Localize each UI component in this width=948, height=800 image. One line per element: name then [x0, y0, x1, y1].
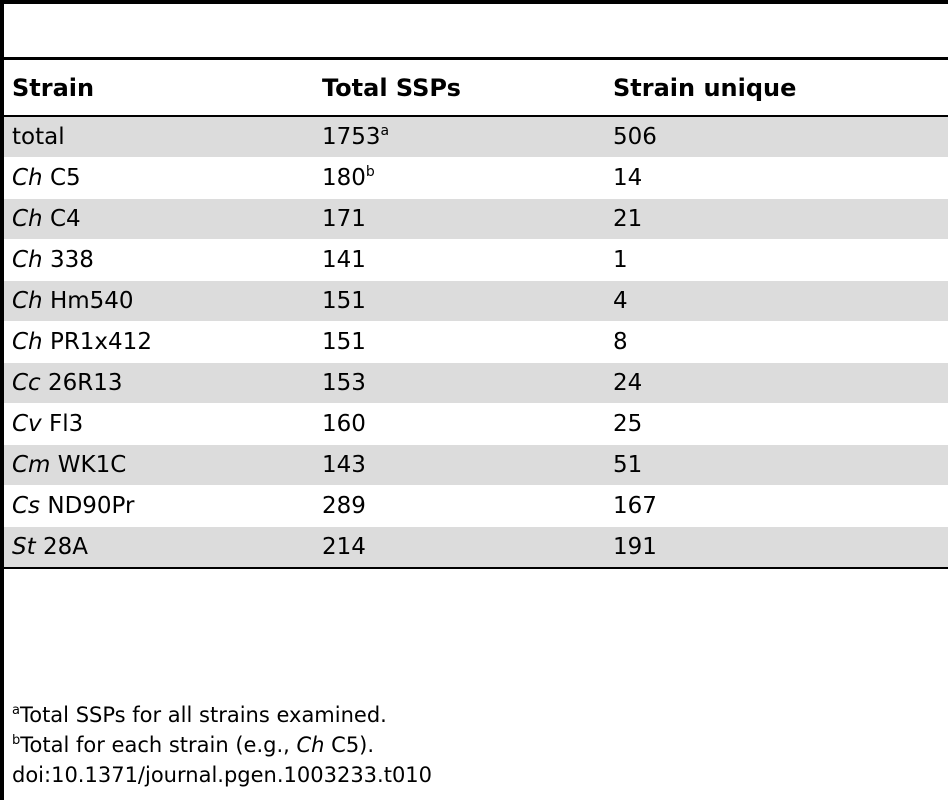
strain-name: 26R13 — [48, 370, 123, 396]
footnote-b: bTotal for each strain (e.g., Ch C5). — [12, 733, 375, 757]
cell-strain: St 28A — [4, 527, 314, 569]
strain-genus: Ch — [12, 329, 43, 355]
strain-genus: Cm — [12, 452, 51, 478]
strain-name: WK1C — [57, 452, 127, 478]
cell-strain-unique: 21 — [613, 206, 643, 232]
strain-genus: Ch — [12, 206, 43, 232]
cell-strain-unique: 14 — [613, 165, 643, 191]
total-value: 289 — [322, 493, 366, 519]
header-strain: Strain — [12, 73, 95, 102]
strain-name: Hm540 — [49, 288, 134, 314]
strain-genus: St — [12, 534, 36, 560]
table-row: Cs ND90Pr 289 167 — [4, 486, 948, 527]
total-value: 160 — [322, 411, 366, 437]
total-value: 171 — [322, 206, 366, 232]
cell-total-ssps: 151 — [314, 322, 605, 363]
cell-strain-unique: 1 — [613, 247, 628, 273]
strain-name: C5 — [49, 165, 81, 191]
cell-strain-unique: 24 — [613, 370, 643, 396]
cell-strain: Ch Hm540 — [4, 281, 314, 322]
cell-total-ssps: 1753a — [314, 116, 605, 158]
cell-strain: Cm WK1C — [4, 445, 314, 486]
total-value: 153 — [322, 370, 366, 396]
cell-strain-unique: 8 — [613, 329, 628, 355]
cell-total-ssps: 153 — [314, 363, 605, 404]
cell-strain-unique: 506 — [613, 124, 657, 150]
cell-strain: Cc 26R13 — [4, 363, 314, 404]
cell-total-ssps: 143 — [314, 445, 605, 486]
cell-strain: Cs ND90Pr — [4, 486, 314, 527]
table-row: Ch 338 141 1 — [4, 240, 948, 281]
footnotes: aTotal SSPs for all strains examined. bT… — [12, 700, 432, 790]
cell-strain-unique: 167 — [613, 493, 657, 519]
ssp-table: Strain Total SSPs Strain unique total 175… — [4, 60, 948, 569]
cell-total-ssps: 289 — [314, 486, 605, 527]
left-border-rule — [0, 0, 4, 800]
cell-strain-unique: 4 — [613, 288, 628, 314]
cell-total-ssps: 160 — [314, 404, 605, 445]
strain-genus: Cs — [12, 493, 41, 519]
cell-total-ssps: 180b — [314, 158, 605, 199]
table-top-rule — [0, 57, 948, 60]
cell-strain: Ch 338 — [4, 240, 314, 281]
cell-total-ssps: 171 — [314, 199, 605, 240]
footnote-marker: b — [365, 164, 375, 180]
cell-strain: total — [4, 116, 314, 158]
table-row: Ch C5 180b 14 — [4, 158, 948, 199]
cell-strain: Cv Fl3 — [4, 404, 314, 445]
table-row: Ch Hm540 151 4 — [4, 280, 948, 322]
footnote-a: aTotal SSPs for all strains examined. — [12, 703, 387, 727]
table-row: Ch PR1x412 151 8 — [4, 322, 948, 363]
header-row: Strain Total SSPs Strain unique — [4, 60, 948, 116]
total-value: 143 — [322, 452, 366, 478]
strain-name: 338 — [49, 247, 94, 273]
total-value: 151 — [322, 329, 366, 355]
cell-strain: Ch PR1x412 — [4, 322, 314, 363]
total-value: 141 — [322, 247, 366, 273]
cell-strain: Ch C4 — [4, 199, 314, 240]
strain-name: Fl3 — [48, 411, 84, 437]
total-value: 151 — [322, 288, 366, 314]
strain-name: ND90Pr — [47, 493, 135, 519]
cell-total-ssps: 214 — [314, 527, 605, 569]
table-row: Cv Fl3 160 25 — [4, 404, 948, 445]
cell-strain: Ch C5 — [4, 158, 314, 199]
footnote-marker: a — [380, 123, 390, 139]
strain-name: C4 — [49, 206, 81, 232]
total-value: 1753 — [322, 124, 381, 150]
cell-total-ssps: 141 — [314, 240, 605, 281]
top-border-rule — [0, 0, 948, 4]
doi-line: doi:10.1371/journal.pgen.1003233.t010 — [12, 763, 433, 787]
total-value: 180 — [322, 165, 366, 191]
header-strain-unique: Strain unique — [613, 73, 797, 102]
table-row: Cc 26R13 153 24 — [4, 362, 948, 404]
cell-total-ssps: 151 — [314, 281, 605, 322]
strain-genus: Ch — [12, 165, 43, 191]
strain-name: 28A — [42, 534, 88, 560]
header-total-ssps: Total SSPs — [322, 73, 461, 102]
table-row: total 1753a 506 — [4, 116, 948, 158]
strain-genus: Ch — [12, 247, 43, 273]
strain-genus: Ch — [12, 288, 43, 314]
table-row: Ch C4 171 21 — [4, 198, 948, 240]
table-body: total 1753a 506 Ch C5 180b 14 Ch C4 171 21 Ch 338… — [4, 116, 948, 568]
cell-strain-unique: 191 — [613, 534, 657, 560]
strain-genus: Cv — [12, 411, 42, 437]
cell-strain-unique: 25 — [613, 411, 643, 437]
strain-name: PR1x412 — [49, 329, 152, 355]
table-row: Cm WK1C 143 51 — [4, 444, 948, 486]
strain-name: total — [12, 124, 65, 150]
strain-genus: Cc — [12, 370, 41, 396]
table-row: St 28A 214 191 — [4, 526, 948, 569]
cell-strain-unique: 51 — [613, 452, 643, 478]
total-value: 214 — [322, 534, 366, 560]
